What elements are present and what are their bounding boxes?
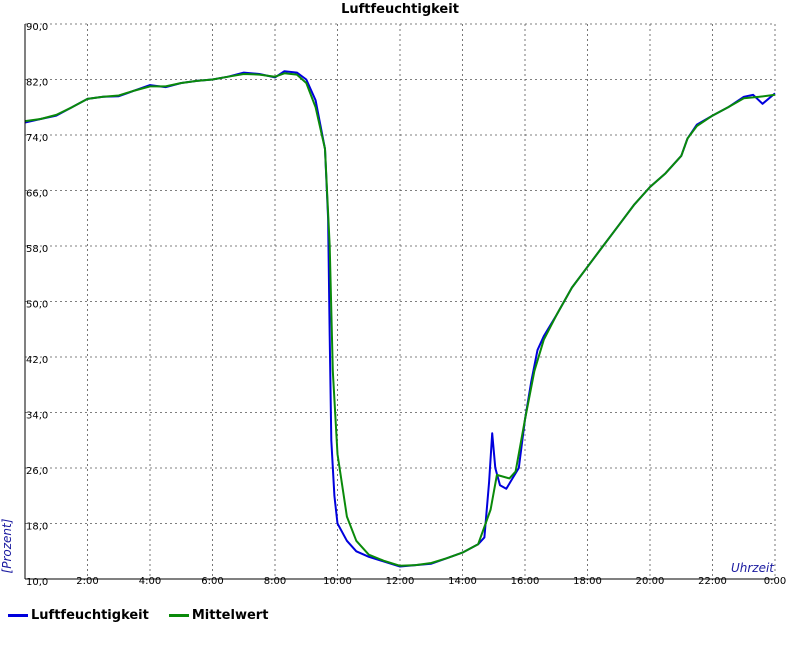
legend: Luftfeuchtigkeit Mittelwert: [8, 608, 288, 623]
x-axis-label: Uhrzeit: [731, 561, 775, 575]
humidity-chart: Luftfeuchtigkeit 90,0 82,0 74,0 66,0 58,0 50,…: [0, 2, 786, 588]
y-tick-label: 90,0: [26, 22, 48, 33]
legend-item-luftfeuchtigkeit: Luftfeuchtigkeit: [8, 608, 149, 623]
x-tick-label: 16:00: [511, 576, 540, 587]
axes: [24, 24, 775, 580]
x-tick-label: 20:00: [636, 576, 665, 587]
y-tick-label: 74,0: [26, 133, 48, 144]
x-tick-label: 4:00: [139, 576, 161, 587]
x-tick-label: 18:00: [573, 576, 602, 587]
y-tick-label: 34,0: [26, 411, 48, 422]
y-tick-label: 82,0: [26, 78, 48, 89]
x-tick-label: 6:00: [201, 576, 223, 587]
x-tick-label: 22:00: [698, 576, 727, 587]
y-tick-label: 42,0: [26, 355, 48, 366]
y-tick-label: 18,0: [26, 522, 48, 533]
legend-label-luftfeuchtigkeit: Luftfeuchtigkeit: [31, 608, 149, 623]
x-tick-label: 14:00: [448, 576, 477, 587]
y-tick-label: 26,0: [26, 466, 48, 477]
y-tick-label: 66,0: [26, 189, 48, 200]
y-axis-label: [Prozent]: [0, 518, 14, 573]
legend-swatch-luftfeuchtigkeit: [8, 614, 28, 617]
grid: [25, 23, 776, 579]
chart-title: Luftfeuchtigkeit: [341, 2, 459, 17]
x-tick-label: 0:00: [764, 576, 786, 587]
series-line-mittelwert: [24, 72, 776, 567]
legend-swatch-mittelwert: [168, 614, 189, 617]
y-tick-labels: 90,0 82,0 74,0 66,0 58,0 50,0 42,0 34,0 26,0 18,0…: [26, 22, 48, 588]
y-tick-label: 58,0: [26, 244, 48, 255]
series-layer: [24, 70, 776, 568]
y-tick-label: 10,0: [26, 577, 48, 588]
x-tick-label: 8:00: [264, 576, 286, 587]
x-tick-label: 2:00: [76, 576, 98, 587]
legend-label-mittelwert: Mittelwert: [191, 608, 269, 623]
x-tick-label: 12:00: [386, 576, 415, 587]
x-tick-labels: 2:00 4:00 6:00 8:00 10:00 12:00 14:00 16:00 18:0…: [76, 576, 786, 587]
legend-item-mittelwert: Mittelwert: [168, 608, 269, 623]
x-tick-label: 10:00: [323, 576, 352, 587]
y-tick-label: 50,0: [26, 300, 48, 311]
